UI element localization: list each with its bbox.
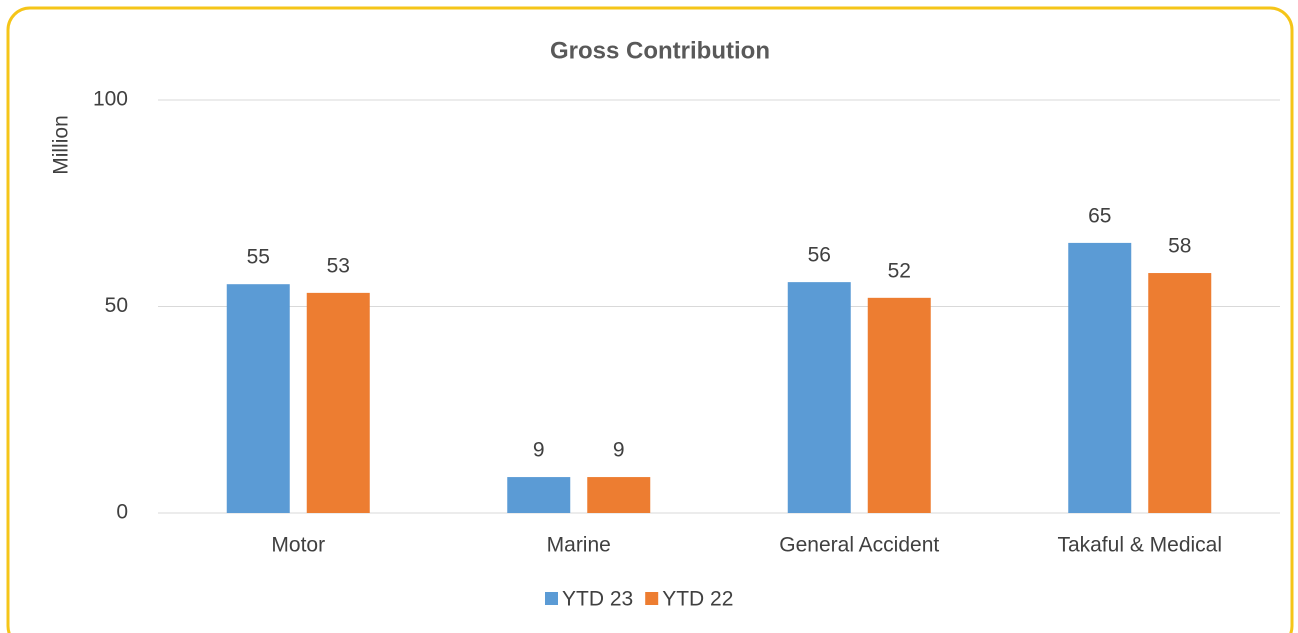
x-tick-label: Marine bbox=[547, 534, 611, 557]
data-label: 58 bbox=[1168, 235, 1191, 258]
y-axis-title: Million bbox=[50, 115, 73, 175]
data-label: 9 bbox=[533, 439, 545, 462]
data-label: 55 bbox=[247, 246, 270, 269]
data-label: 9 bbox=[613, 439, 625, 462]
data-label: 53 bbox=[327, 254, 350, 277]
legend-swatch bbox=[545, 592, 558, 605]
x-tick-label: Takaful & Medical bbox=[1057, 534, 1222, 557]
x-tick-label: General Accident bbox=[779, 534, 939, 557]
bar bbox=[507, 477, 571, 513]
bar bbox=[867, 297, 931, 513]
bar bbox=[1148, 273, 1212, 513]
y-tick-label: 0 bbox=[116, 501, 128, 524]
bar bbox=[226, 284, 290, 513]
legend-swatch bbox=[645, 592, 659, 605]
legend-label: YTD 23 bbox=[562, 588, 633, 611]
bar bbox=[1068, 242, 1132, 513]
x-tick-label: Motor bbox=[271, 534, 325, 557]
bar bbox=[306, 292, 370, 513]
legend-label: YTD 22 bbox=[662, 588, 733, 611]
chart-title: Gross Contribution bbox=[550, 37, 770, 64]
data-label: 56 bbox=[808, 244, 831, 267]
y-tick-label: 100 bbox=[93, 88, 128, 111]
data-label: 52 bbox=[888, 259, 911, 282]
bar bbox=[787, 282, 851, 513]
bar bbox=[587, 477, 651, 513]
y-tick-label: 50 bbox=[105, 294, 128, 317]
data-label: 65 bbox=[1088, 204, 1111, 227]
